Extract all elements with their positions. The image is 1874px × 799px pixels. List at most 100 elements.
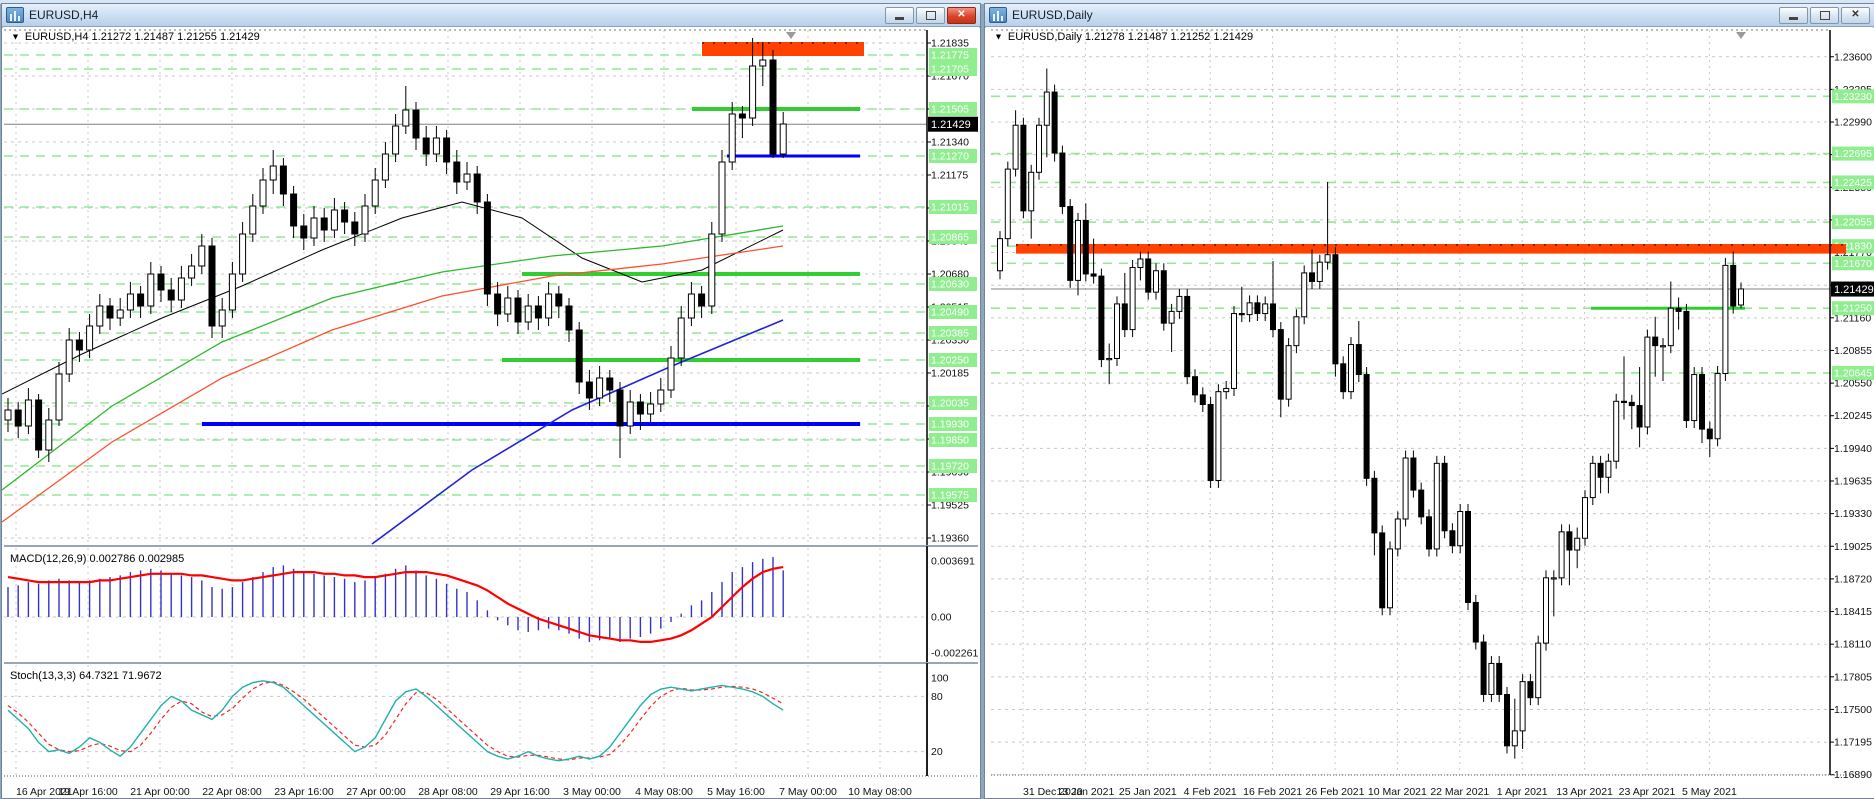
ohlc-info-line: ▼ EURUSD,Daily 1.21278 1.21487 1.21252 1.… (993, 31, 1253, 43)
svg-text:1.20550: 1.20550 (1834, 378, 1872, 390)
svg-text:1.21775: 1.21775 (931, 50, 969, 62)
svg-text:22 Apr 08:00: 22 Apr 08:00 (202, 786, 262, 798)
svg-text:13 Jan 2021: 13 Jan 2021 (1056, 786, 1114, 798)
mdi-top-strip (0, 0, 1874, 4)
svg-text:1.20865: 1.20865 (931, 232, 969, 244)
svg-text:1.21505: 1.21505 (931, 104, 969, 116)
svg-text:1.19525: 1.19525 (931, 500, 969, 512)
restore-button[interactable] (1810, 6, 1839, 24)
symbol-dropdown-icon[interactable]: ▼ (11, 32, 20, 42)
svg-text:1.20630: 1.20630 (931, 279, 969, 291)
svg-text:1.21015: 1.21015 (931, 202, 969, 214)
ma-blue (371, 319, 784, 545)
svg-text:1.22695: 1.22695 (1834, 148, 1872, 160)
svg-text:3 May 00:00: 3 May 00:00 (563, 786, 621, 798)
symbol-dropdown-icon[interactable]: ▼ (994, 32, 1003, 42)
svg-text:4 May 08:00: 4 May 08:00 (635, 786, 693, 798)
svg-text:23 Apr 16:00: 23 Apr 16:00 (274, 786, 334, 798)
chart-shift-marker (786, 32, 796, 39)
svg-text:1.19635: 1.19635 (1834, 476, 1872, 488)
minimize-button[interactable] (1779, 6, 1808, 24)
svg-text:1.19330: 1.19330 (1834, 508, 1872, 520)
svg-text:1.17500: 1.17500 (1834, 704, 1872, 716)
stoch-indicator-label: Stoch(13,3,3) 64.7321 71.9672 (10, 670, 162, 682)
left-chart-svg[interactable]: 1.218351.216701.215051.213401.211751.210… (2, 28, 980, 798)
svg-text:1.19940: 1.19940 (1834, 443, 1872, 455)
right-chart-svg[interactable]: 1.236001.232951.229901.226851.223801.220… (985, 28, 1874, 798)
macd-signal-line (7, 566, 784, 644)
svg-text:1.17195: 1.17195 (1834, 737, 1872, 749)
svg-text:1.21670: 1.21670 (1834, 258, 1872, 270)
svg-text:0.003691: 0.003691 (931, 556, 975, 568)
svg-text:1.19930: 1.19930 (931, 419, 969, 431)
svg-text:28 Apr 08:00: 28 Apr 08:00 (418, 786, 478, 798)
stoch-d-line (7, 681, 784, 761)
chart-area-daily[interactable]: ▼ EURUSD,Daily 1.21278 1.21487 1.21252 1.… (985, 28, 1874, 798)
stoch-k-line (7, 680, 784, 762)
svg-text:-0.002261: -0.002261 (931, 648, 978, 660)
chart-icon (6, 7, 24, 23)
resistance-zone (1016, 244, 1846, 254)
chart-window-eurusd-h4: EURUSD,H4 ✕ ▼ EURUSD,H4 1.21272 1.21487 1… (1, 3, 981, 799)
ma-orange (2, 245, 784, 523)
window-title: EURUSD,H4 (29, 8, 99, 22)
svg-text:1.18415: 1.18415 (1834, 606, 1872, 618)
close-button[interactable]: ✕ (947, 6, 976, 24)
svg-text:23 Apr 2021: 23 Apr 2021 (1619, 786, 1676, 798)
svg-text:4 Feb 2021: 4 Feb 2021 (1184, 786, 1237, 798)
ma-green (2, 225, 784, 491)
restore-button[interactable] (916, 6, 945, 24)
minimize-button[interactable] (885, 6, 914, 24)
svg-text:100: 100 (931, 673, 949, 685)
svg-text:26 Feb 2021: 26 Feb 2021 (1306, 786, 1365, 798)
chart-area-h4[interactable]: ▼ EURUSD,H4 1.21272 1.21487 1.21255 1.214… (2, 28, 980, 798)
svg-text:1.21835: 1.21835 (931, 38, 969, 50)
svg-text:19 Apr 16:00: 19 Apr 16:00 (58, 786, 118, 798)
svg-text:1.20855: 1.20855 (1834, 345, 1872, 357)
chart-icon (989, 7, 1007, 23)
svg-text:1.21705: 1.21705 (931, 64, 969, 76)
svg-text:1.21250: 1.21250 (1834, 303, 1872, 315)
svg-text:10 Mar 2021: 10 Mar 2021 (1368, 786, 1427, 798)
svg-text:1.19850: 1.19850 (931, 435, 969, 447)
svg-text:25 Jan 2021: 25 Jan 2021 (1119, 786, 1177, 798)
svg-text:1.21175: 1.21175 (931, 170, 968, 182)
svg-text:1.19575: 1.19575 (931, 490, 969, 502)
ohlc-info-text: EURUSD,H4 1.21272 1.21487 1.21255 1.2142… (24, 31, 260, 43)
svg-text:22 Mar 2021: 22 Mar 2021 (1430, 786, 1489, 798)
svg-text:16 Apr 2021: 16 Apr 2021 (16, 786, 73, 798)
window-titlebar-daily[interactable]: EURUSD,Daily ✕ (985, 4, 1874, 27)
close-button[interactable]: ✕ (1841, 6, 1870, 24)
svg-text:1.21340: 1.21340 (931, 137, 969, 149)
svg-text:1.20385: 1.20385 (931, 328, 969, 340)
svg-text:1.20250: 1.20250 (931, 355, 969, 367)
svg-text:1.18110: 1.18110 (1834, 639, 1871, 651)
svg-text:1.20185: 1.20185 (931, 368, 969, 380)
chart-shift-marker (1736, 32, 1746, 39)
svg-text:13 Apr 2021: 13 Apr 2021 (1556, 786, 1613, 798)
svg-text:27 Apr 00:00: 27 Apr 00:00 (346, 786, 406, 798)
svg-text:1.21160: 1.21160 (1834, 312, 1871, 324)
svg-text:1.19720: 1.19720 (931, 461, 969, 473)
svg-text:1.21429: 1.21429 (931, 119, 971, 131)
svg-text:1.17805: 1.17805 (1834, 671, 1872, 683)
svg-text:1.16890: 1.16890 (1834, 769, 1872, 781)
svg-text:1.20490: 1.20490 (931, 307, 969, 319)
svg-text:1.22055: 1.22055 (1834, 217, 1872, 229)
svg-text:1.21270: 1.21270 (931, 151, 969, 163)
svg-text:29 Apr 16:00: 29 Apr 16:00 (490, 786, 550, 798)
chart-window-eurusd-daily: EURUSD,Daily ✕ ▼ EURUSD,Daily 1.21278 1.2… (984, 3, 1874, 799)
svg-text:5 May 2021: 5 May 2021 (1682, 786, 1737, 798)
window-titlebar-h4[interactable]: EURUSD,H4 ✕ (2, 4, 980, 27)
svg-text:21 Apr 00:00: 21 Apr 00:00 (130, 786, 190, 798)
svg-text:1.22990: 1.22990 (1834, 117, 1872, 129)
svg-text:0.00: 0.00 (931, 612, 952, 624)
ohlc-info-line: ▼ EURUSD,H4 1.21272 1.21487 1.21255 1.214… (10, 31, 260, 43)
svg-text:1.19025: 1.19025 (1834, 541, 1872, 553)
svg-text:10 May 08:00: 10 May 08:00 (848, 786, 912, 798)
resistance-zone (702, 42, 864, 56)
ma-black (2, 201, 784, 395)
svg-text:1.20245: 1.20245 (1834, 410, 1872, 422)
svg-text:1.21429: 1.21429 (1834, 284, 1874, 296)
svg-text:1.23600: 1.23600 (1834, 51, 1872, 63)
